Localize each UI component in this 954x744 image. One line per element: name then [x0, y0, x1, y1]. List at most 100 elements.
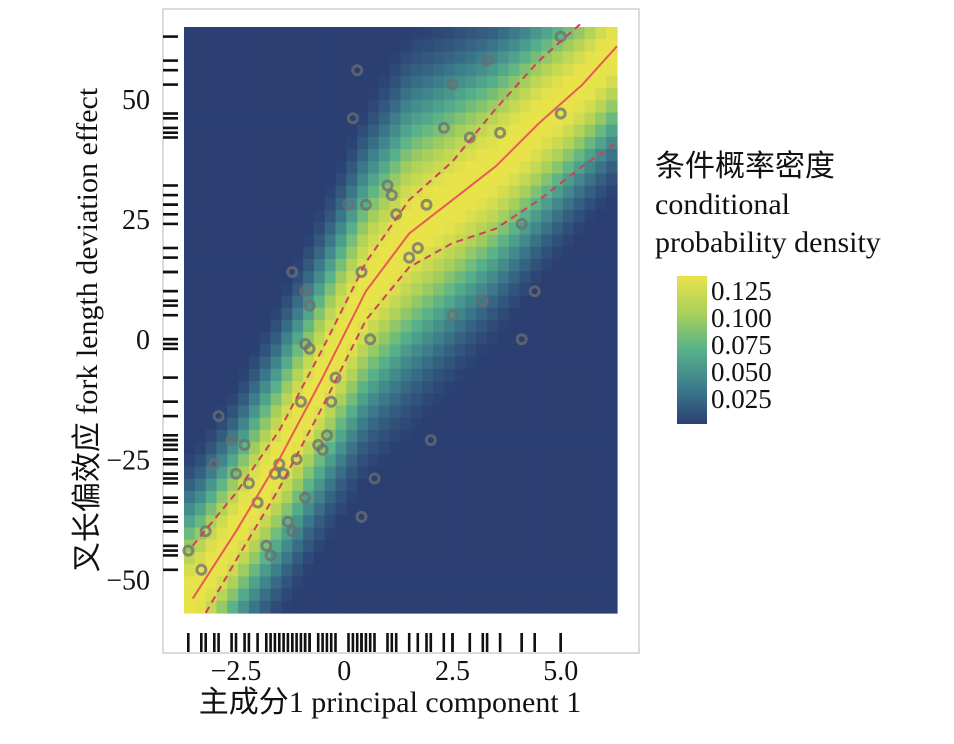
heatmap-cell — [465, 576, 477, 590]
heatmap-cell — [595, 222, 607, 236]
heatmap-cell — [368, 124, 380, 138]
heatmap-cell — [432, 551, 445, 565]
heatmap-cell — [422, 39, 434, 53]
heatmap-cell — [497, 356, 510, 370]
heatmap-cell — [497, 442, 510, 455]
heatmap-cell — [303, 258, 315, 272]
heatmap-cell — [541, 283, 553, 297]
heatmap-cell — [335, 307, 347, 321]
heatmap-cell — [227, 417, 239, 431]
heatmap-cell — [227, 295, 239, 309]
heatmap-cell — [205, 332, 218, 346]
heatmap-cell — [573, 149, 586, 162]
heatmap-cell — [313, 417, 326, 431]
heatmap-cell — [552, 258, 564, 272]
heatmap-cell — [541, 588, 553, 602]
heatmap-cell — [368, 429, 380, 443]
heatmap-cell — [487, 429, 499, 443]
heatmap-cell — [519, 161, 531, 175]
heatmap-cell — [248, 527, 261, 541]
heatmap-cell — [411, 429, 423, 443]
heatmap-cell — [422, 88, 434, 101]
heatmap-cell — [552, 539, 564, 553]
heatmap-cell — [530, 405, 542, 419]
heatmap-cell — [324, 210, 337, 223]
heatmap-cell — [454, 368, 467, 382]
heatmap-cell — [205, 75, 218, 89]
heatmap-cell — [368, 63, 380, 77]
heatmap-cell — [194, 88, 207, 101]
heatmap-cell — [216, 393, 228, 407]
heatmap-cell — [303, 88, 315, 101]
heatmap-cell — [205, 368, 218, 382]
heatmap-cell — [346, 356, 358, 370]
heatmap-cell — [497, 197, 510, 211]
heatmap-cell — [357, 75, 369, 89]
heatmap-cell — [432, 124, 445, 138]
heatmap-cell — [432, 576, 445, 590]
heatmap-cell — [378, 63, 391, 77]
legend-label-0025: 0.025 — [711, 384, 772, 414]
heatmap-cell — [476, 75, 488, 89]
heatmap-cell — [238, 100, 250, 114]
heatmap-cell — [573, 75, 586, 89]
heatmap-cell — [324, 234, 337, 248]
heatmap-cell — [324, 100, 337, 114]
heatmap-cell — [227, 63, 239, 77]
heatmap-cell — [562, 149, 575, 162]
heatmap-cell — [508, 295, 521, 309]
heatmap-cell — [508, 100, 521, 114]
heatmap-cell — [443, 454, 456, 468]
heatmap-cell — [270, 185, 283, 199]
heatmap-cell — [432, 454, 445, 468]
heatmap-cell — [487, 210, 499, 223]
heatmap-cell — [184, 368, 196, 382]
heatmap-cell — [552, 136, 564, 150]
heatmap-cell — [422, 588, 434, 602]
heatmap-cell — [552, 588, 564, 602]
heatmap-cell — [335, 295, 347, 309]
heatmap-cell — [400, 551, 412, 565]
heatmap-cell — [595, 295, 607, 309]
heatmap-cell — [573, 332, 586, 346]
heatmap-cell — [508, 344, 521, 358]
heatmap-cell — [205, 490, 218, 504]
x-tick-label: 5.0 — [543, 656, 578, 687]
heatmap-cell — [248, 161, 261, 175]
heatmap-cell — [606, 51, 618, 65]
heatmap-cell — [389, 490, 402, 504]
heatmap-cell — [346, 442, 358, 455]
heatmap-cell — [487, 320, 499, 333]
heatmap-cell — [400, 173, 412, 187]
heatmap-cell — [270, 149, 283, 162]
heatmap-cell — [259, 405, 272, 419]
heatmap-cell — [227, 39, 239, 53]
heatmap-cell — [562, 51, 575, 65]
heatmap-cell — [422, 454, 434, 468]
heatmap-cell — [357, 149, 369, 162]
heatmap-cell — [562, 454, 575, 468]
heatmap-cell — [443, 51, 456, 65]
heatmap-cell — [606, 161, 618, 175]
legend: 条件概率密度 conditional probability density 0… — [655, 148, 950, 424]
heatmap-cell — [422, 393, 434, 407]
heatmap-cell — [562, 600, 575, 614]
heatmap-cell — [519, 75, 531, 89]
heatmap-cell — [497, 576, 510, 590]
heatmap-cell — [270, 405, 283, 419]
heatmap-cell — [422, 27, 434, 40]
heatmap-cell — [313, 588, 326, 602]
heatmap-cell — [519, 210, 531, 223]
heatmap-cell — [606, 124, 618, 138]
heatmap-cell — [248, 478, 261, 492]
heatmap-cell — [303, 515, 315, 529]
heatmap-cell — [584, 112, 596, 126]
heatmap-cell — [606, 39, 618, 53]
heatmap-cell — [530, 100, 542, 114]
heatmap-cell — [573, 320, 586, 333]
heatmap-cell — [443, 600, 456, 614]
data-point — [320, 429, 333, 442]
heatmap-cell — [411, 271, 423, 284]
heatmap-cell — [530, 515, 542, 529]
heatmap-cell — [248, 124, 261, 138]
